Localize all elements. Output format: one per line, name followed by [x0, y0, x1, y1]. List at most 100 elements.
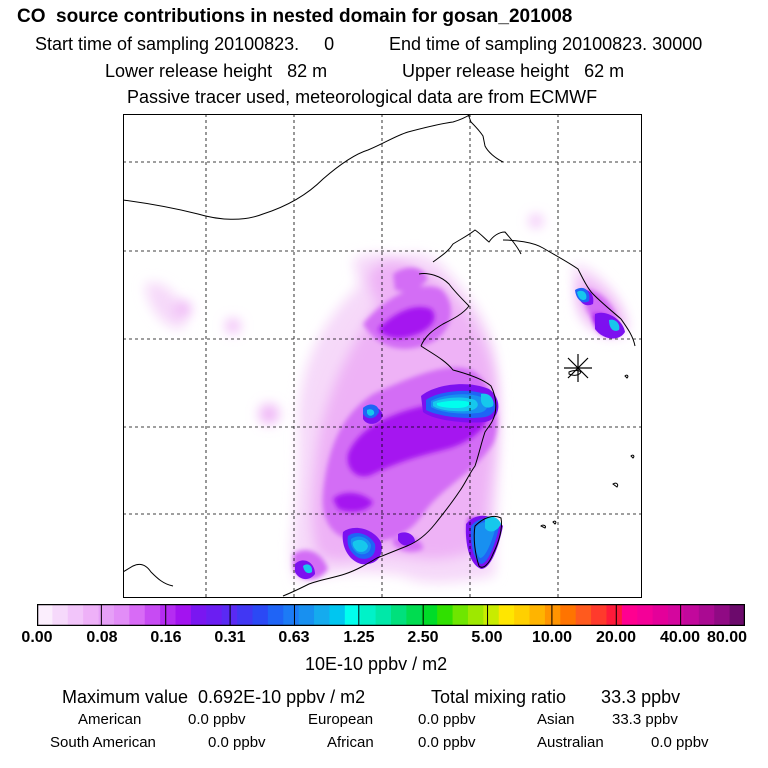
max-value-label: Maximum value 0.692E-10 ppbv / m2: [62, 687, 366, 707]
plume-contour-cyan: [367, 409, 375, 416]
colorbar: [37, 604, 745, 626]
grid-lines: [123, 114, 642, 598]
coastline-ryukyu-4: [540, 524, 546, 529]
colorbar-tick-label: 0.63: [278, 629, 310, 646]
map-frame: [123, 114, 642, 598]
plume-contour-light_pink: [530, 215, 542, 227]
colorbar-swatch: [544, 604, 561, 626]
colorbar-swatch: [421, 604, 438, 626]
coastline-hainan-gulf: [123, 563, 174, 587]
plume-contour-lightest: [145, 282, 186, 329]
colorbar-swatch: [683, 604, 700, 626]
colorbar-swatch: [606, 604, 623, 626]
colorbar-swatch: [52, 604, 69, 626]
colorbar-swatch: [560, 604, 577, 626]
colorbar-tick-label: 20.00: [595, 629, 637, 646]
colorbar-swatch: [67, 604, 84, 626]
plume-contour-light_pink: [175, 301, 191, 317]
coastline-bohai: [467, 114, 504, 163]
colorbar-swatch: [190, 604, 207, 626]
colorbar-tick-label: 5.00: [471, 629, 503, 646]
australian-label: Australian: [537, 734, 604, 751]
coastline-shandong: [418, 273, 470, 347]
colorbar-unit-label: 10E-10 ppbv / m2: [305, 654, 448, 674]
colorbar-swatch: [391, 604, 407, 626]
american-value: 0.0 ppbv: [188, 711, 246, 728]
colorbar-tick-label: 1.25: [343, 629, 375, 646]
colorbar-swatch: [406, 604, 423, 626]
colorbar-swatch: [206, 604, 223, 626]
plume-contour-purple: [378, 306, 435, 338]
colorbar-swatch: [375, 604, 392, 626]
colorbar-swatch: [314, 604, 331, 626]
colorbar-swatch: [267, 604, 284, 626]
colorbar-swatch: [144, 604, 161, 626]
plume-cyan-cores: [303, 290, 620, 574]
colorbar-swatch: [437, 604, 454, 626]
colorbar-swatch: [714, 604, 731, 626]
upper-height-label: Upper release height 62 m: [402, 61, 625, 81]
colorbar-tick-label: 80.00: [706, 629, 748, 646]
colorbar-swatch: [160, 604, 177, 626]
lower-height-label: Lower release height 82 m: [105, 61, 328, 81]
colorbar-tick-label: 2.50: [407, 629, 439, 646]
colorbar-swatch: [637, 604, 654, 626]
colorbar-swatch: [668, 604, 685, 626]
coastline-east-china: [282, 345, 497, 597]
coastline-mainland: [123, 114, 472, 220]
colorbar-tick-label: 40.00: [659, 629, 701, 646]
american-label: American: [78, 711, 142, 728]
colorbar-swatch: [529, 604, 546, 626]
colorbar-swatch: [175, 604, 192, 626]
coastline-ryukyu-1: [624, 374, 629, 379]
start-time-label: Start time of sampling 20100823. 0: [35, 34, 335, 54]
colorbar-tick-label: 0.16: [150, 629, 182, 646]
coastline-korea: [502, 239, 636, 347]
south-american-value: 0.0 ppbv: [208, 734, 266, 751]
colorbar-tick-label: 0.00: [21, 629, 53, 646]
plume-contour-cyan: [485, 516, 501, 532]
total-mixing-label: Total mixing ratio 33.3 ppbv: [431, 687, 681, 707]
plume-contour-bright_cyan: [437, 400, 470, 408]
colorbar-swatch: [514, 604, 531, 626]
plume-contour-dark_purple: [398, 532, 415, 546]
colorbar-swatch: [621, 604, 638, 626]
colorbar-swatch: [591, 604, 608, 626]
colorbar-swatch: [498, 604, 515, 626]
colorbar-tick-label: 10.00: [531, 629, 573, 646]
colorbar-swatch: [298, 604, 315, 626]
coastline-ryukyu-5: [552, 520, 557, 525]
colorbar-swatch: [575, 604, 592, 626]
plume-contour-purple: [333, 492, 373, 512]
australian-value: 0.0 ppbv: [651, 734, 709, 751]
receptor-asterisk-icon: [564, 354, 592, 382]
south-american-label: South American: [50, 734, 156, 751]
map-panel: [123, 114, 642, 598]
coastline-taiwan: [473, 515, 502, 568]
plume-contour-cyan: [481, 393, 494, 408]
european-label: European: [308, 711, 374, 728]
plume-contour-light_pink: [259, 404, 279, 424]
plume-contour-cyan: [352, 539, 368, 552]
asian-label: Asian: [537, 711, 575, 728]
colorbar-swatch: [483, 604, 500, 626]
concentration-field: [145, 215, 628, 584]
colorbar-swatch: [698, 604, 715, 626]
colorbar-swatch: [329, 604, 346, 626]
colorbar-swatch: [83, 604, 100, 626]
colorbar-swatch: [652, 604, 669, 626]
plot-title: CO source contributions in nested domain…: [17, 6, 573, 27]
coastline-liaodong: [432, 229, 522, 263]
end-time-label: End time of sampling 20100823. 30000: [389, 34, 703, 54]
colorbar-swatch: [113, 604, 130, 626]
plume-contour-cyan: [609, 319, 620, 331]
plume-contour-light_pink: [226, 319, 240, 333]
colorbar-swatch: [729, 604, 745, 626]
colorbar-swatch: [129, 604, 146, 626]
african-value: 0.0 ppbv: [418, 734, 476, 751]
colorbar-swatch: [467, 604, 484, 626]
colorbar-tick-label: 0.31: [214, 629, 246, 646]
colorbar-swatch: [283, 604, 300, 626]
colorbar-swatch: [252, 604, 269, 626]
african-label: African: [327, 734, 374, 751]
